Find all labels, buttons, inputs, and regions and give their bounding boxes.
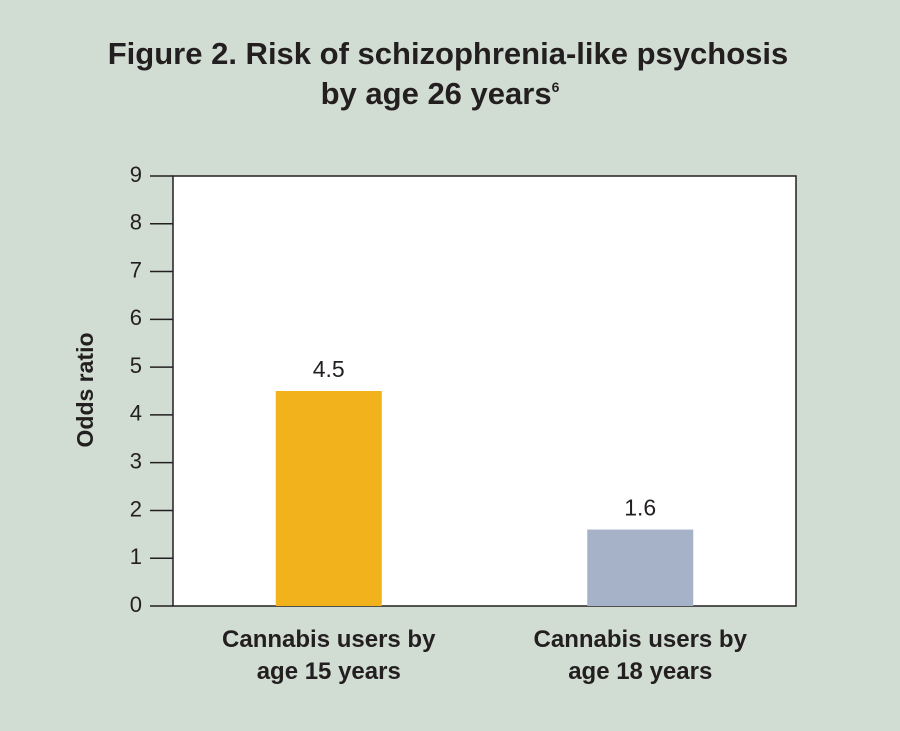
title-reference: 6: [552, 79, 560, 95]
y-tick-label: 1: [130, 544, 142, 569]
y-tick-label: 6: [130, 305, 142, 330]
y-axis-label: Odds ratio: [72, 332, 98, 447]
y-tick-label: 8: [130, 210, 142, 235]
value-label: 1.6: [624, 495, 656, 521]
y-tick-label: 0: [130, 592, 142, 617]
x-tick-label: Cannabis users by age 15 years: [222, 626, 436, 685]
chart-title: Figure 2. Risk of schizophrenia-like psy…: [108, 36, 788, 71]
y-tick-label: 9: [130, 162, 142, 187]
y-tick-label: 7: [130, 257, 142, 282]
y-tick-label: 5: [130, 353, 142, 378]
bar: [275, 391, 382, 606]
x-tick-label: Cannabis users by age 18 years: [533, 626, 747, 685]
chart-title-line: by age 26 years: [321, 76, 552, 111]
bar: [587, 529, 694, 606]
value-label: 4.5: [313, 356, 345, 382]
y-tick-label: 2: [130, 496, 142, 521]
chart-title: by age 26 years6: [321, 76, 560, 111]
y-tick-label: 4: [130, 401, 142, 426]
plot-area: [172, 175, 797, 607]
y-tick-label: 3: [130, 448, 142, 473]
